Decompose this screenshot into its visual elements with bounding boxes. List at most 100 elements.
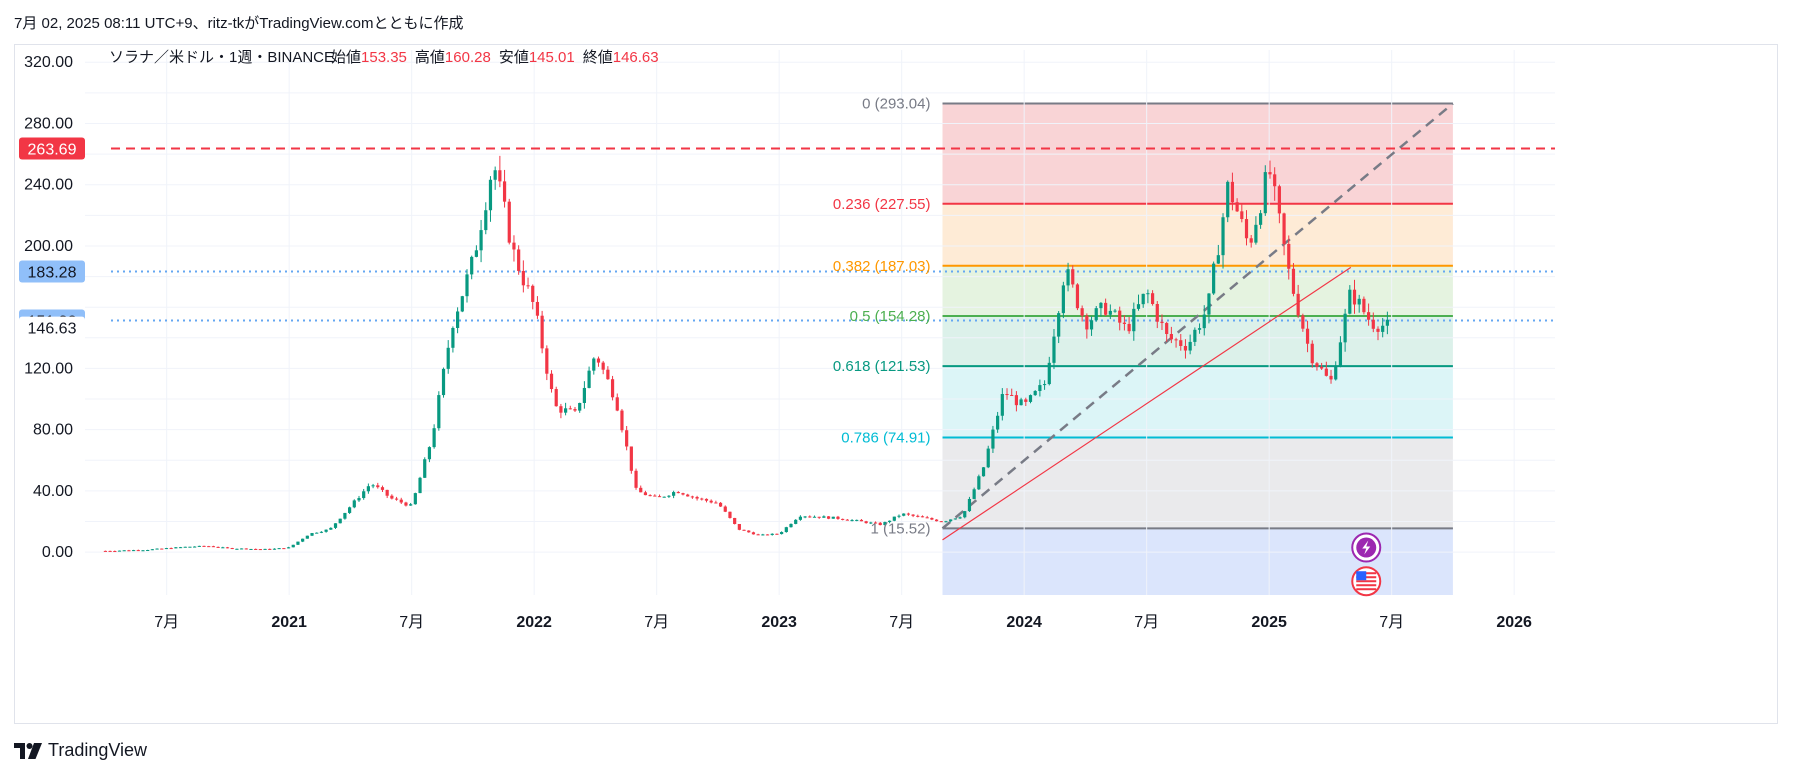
candle-body — [733, 517, 737, 524]
candle-body — [695, 496, 699, 499]
candle-body — [1047, 362, 1051, 385]
candle-body — [1155, 303, 1159, 322]
candle-body — [1179, 340, 1183, 346]
x-tick-label: 7月 — [1379, 614, 1404, 631]
candle-body — [996, 415, 1000, 430]
candle-body — [282, 548, 286, 550]
candle-body — [1089, 320, 1094, 330]
trend-lines[interactable] — [941, 102, 1454, 541]
candle-body — [404, 502, 408, 506]
candle-body — [967, 498, 972, 512]
candle-body — [1010, 394, 1014, 396]
candle-body — [343, 512, 347, 519]
candle-body — [441, 368, 446, 396]
candle-body — [1014, 395, 1019, 406]
candle-body — [1099, 302, 1103, 309]
candle-body — [1240, 211, 1244, 220]
candle-body — [1141, 293, 1145, 305]
candle-body — [460, 296, 464, 312]
dashed-trend-line — [941, 102, 1454, 530]
candle-body — [662, 496, 666, 498]
candle-body — [704, 498, 709, 501]
candle-body — [765, 534, 770, 536]
candle-body — [601, 362, 605, 370]
tradingview-logo[interactable]: TradingView — [14, 740, 147, 761]
price-chart[interactable]: 0 (293.04) 0.236 (227.55) 0.382 (187.03) 0.… — [15, 45, 1777, 723]
candle-body — [291, 544, 295, 548]
candle-body — [512, 242, 516, 250]
price-label-text: 146.63 — [28, 321, 77, 338]
candle-body — [775, 533, 779, 535]
candle-body — [122, 550, 126, 552]
low-value: 145.01 — [529, 49, 575, 66]
fib-retracement[interactable] — [942, 102, 1453, 595]
grid — [85, 50, 1555, 595]
candle-body — [526, 285, 530, 287]
candle-body — [531, 285, 535, 302]
candle-body — [610, 379, 615, 398]
candle-body — [1268, 172, 1272, 175]
candle-body — [202, 545, 206, 547]
candle-body — [864, 521, 868, 524]
candle-body — [845, 519, 849, 521]
event-icons[interactable] — [1351, 532, 1382, 597]
chart-frame[interactable]: 0 (293.04) 0.236 (227.55) 0.382 (187.03) 0.… — [14, 44, 1778, 724]
candle-body — [521, 270, 525, 286]
candle-body — [920, 516, 925, 518]
candle-body — [1244, 219, 1249, 239]
x-tick-label: 7月 — [154, 614, 179, 631]
y-tick-label: 80.00 — [33, 422, 73, 439]
close-value: 146.63 — [613, 49, 659, 66]
x-axis[interactable]: 7月 2021 7月 2022 7月 2023 7月 2024 7月 2025 7月 2026 — [154, 614, 1532, 631]
fib-level-label: 0.786 (74.91) — [841, 429, 930, 446]
candle-body — [507, 201, 511, 243]
candle-body — [113, 551, 117, 553]
horizontal-lines[interactable] — [111, 147, 1555, 322]
price-label-box — [19, 260, 85, 283]
candle-body — [1254, 224, 1258, 243]
candle-body — [690, 496, 694, 498]
candle-body — [1165, 323, 1169, 335]
candle-body — [254, 548, 258, 550]
candle-body — [216, 546, 220, 548]
candle-body — [723, 506, 727, 512]
candle-body — [230, 548, 234, 550]
candle-body — [1207, 293, 1211, 315]
candle-body — [108, 550, 112, 552]
candle-body — [286, 547, 291, 549]
candle-body — [155, 548, 159, 550]
candle-body — [1188, 341, 1192, 351]
candle-body — [564, 408, 568, 413]
candle-body — [357, 498, 361, 501]
candle-body — [446, 347, 450, 369]
candle-body — [718, 502, 723, 507]
candle-body — [615, 397, 619, 411]
candle-body — [1338, 342, 1343, 367]
candle-body — [1273, 174, 1277, 187]
candle-body — [164, 548, 169, 550]
candle-body — [1108, 310, 1112, 315]
y-axis[interactable]: 0.00 40.00 80.00 120.00 200.00 240.00 280.00 32… — [19, 54, 85, 561]
candle-body — [812, 516, 817, 518]
fib-zone — [942, 366, 1453, 438]
price-label-text: 183.28 — [28, 265, 77, 282]
candle-body — [869, 522, 873, 524]
candle-body — [944, 521, 948, 523]
symbol-title: ソラナ／米ドル・1週・BINANCE — [109, 49, 334, 66]
fib-zone — [942, 437, 1453, 529]
candle-body — [348, 507, 352, 513]
candle-body — [352, 500, 356, 508]
candle-body — [1310, 343, 1314, 364]
candle-body — [554, 389, 558, 407]
x-tick-label: 7月 — [644, 614, 669, 631]
candle-body — [826, 516, 831, 519]
price-label-box — [19, 137, 85, 160]
candle-body — [859, 519, 864, 522]
candle-body — [1197, 328, 1202, 330]
candle-body — [1094, 308, 1098, 321]
high-value: 160.28 — [445, 49, 491, 66]
candle-body — [953, 518, 957, 520]
candle-body — [930, 517, 934, 520]
candle-body — [517, 249, 521, 271]
candle-body — [653, 495, 657, 497]
